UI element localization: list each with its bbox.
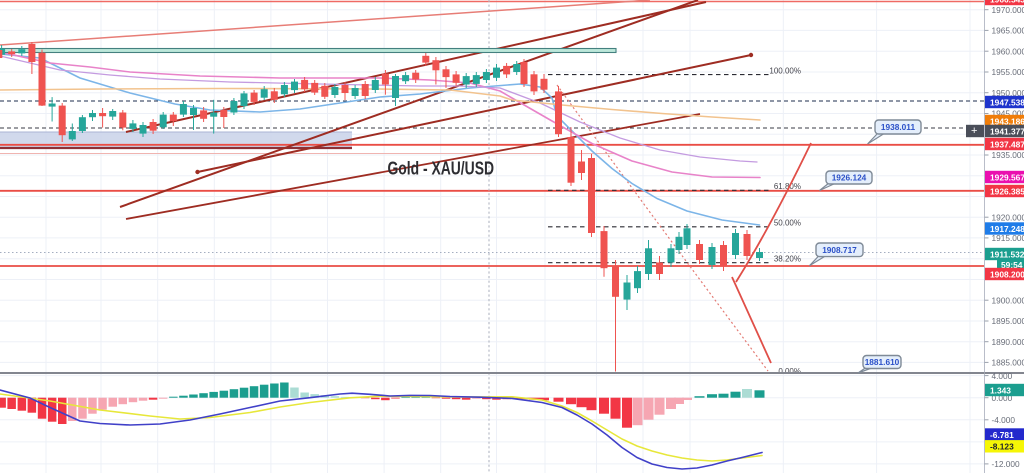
svg-text:1917.248: 1917.248: [990, 224, 1024, 234]
svg-text:1915.000: 1915.000: [992, 233, 1024, 243]
svg-text:61.80%: 61.80%: [774, 182, 801, 191]
svg-text:1955.000: 1955.000: [992, 67, 1024, 77]
svg-text:1945.000: 1945.000: [992, 109, 1024, 119]
svg-text:1911.532: 1911.532: [990, 249, 1024, 259]
svg-text:1885.000: 1885.000: [992, 358, 1024, 368]
svg-text:1926.385: 1926.385: [990, 186, 1024, 196]
svg-text:-12.000: -12.000: [992, 459, 1021, 469]
svg-text:1947.538: 1947.538: [990, 97, 1024, 107]
svg-text:-6.781: -6.781: [990, 430, 1014, 440]
svg-text:1.343: 1.343: [990, 385, 1011, 395]
svg-text:1935.000: 1935.000: [992, 150, 1024, 160]
svg-text:1900.000: 1900.000: [992, 295, 1024, 305]
svg-text:1966.545: 1966.545: [990, 0, 1024, 4]
svg-text:1920.000: 1920.000: [992, 212, 1024, 222]
svg-text:1965.000: 1965.000: [992, 26, 1024, 36]
svg-text:50.00%: 50.00%: [774, 219, 801, 228]
svg-text:1929.567: 1929.567: [990, 172, 1024, 182]
svg-text:+: +: [971, 125, 977, 137]
svg-text:0.00%: 0.00%: [778, 367, 801, 376]
svg-text:-8.123: -8.123: [990, 442, 1014, 452]
svg-text:1941.377: 1941.377: [990, 126, 1024, 136]
svg-text:59:54: 59:54: [1001, 260, 1023, 270]
svg-text:1895.000: 1895.000: [992, 316, 1024, 326]
svg-text:1926.124: 1926.124: [832, 173, 867, 183]
svg-text:0.000: 0.000: [992, 393, 1013, 403]
svg-text:4.000: 4.000: [992, 371, 1013, 381]
svg-text:38.20%: 38.20%: [774, 255, 801, 264]
svg-text:1890.000: 1890.000: [992, 337, 1024, 347]
svg-text:1908.200: 1908.200: [990, 269, 1024, 279]
svg-text:1970.000: 1970.000: [992, 5, 1024, 15]
svg-text:Gold - XAU/USD: Gold - XAU/USD: [388, 159, 495, 179]
svg-text:1960.000: 1960.000: [992, 46, 1024, 56]
svg-text:1908.717: 1908.717: [822, 245, 857, 255]
svg-text:1937.487: 1937.487: [990, 139, 1024, 149]
svg-text:1950.000: 1950.000: [992, 88, 1024, 98]
svg-text:1938.011: 1938.011: [881, 122, 916, 132]
svg-text:100.00%: 100.00%: [769, 66, 801, 75]
svg-text:-4.000: -4.000: [992, 415, 1016, 425]
svg-text:1943.186: 1943.186: [990, 116, 1024, 126]
svg-text:1881.610: 1881.610: [865, 357, 900, 367]
